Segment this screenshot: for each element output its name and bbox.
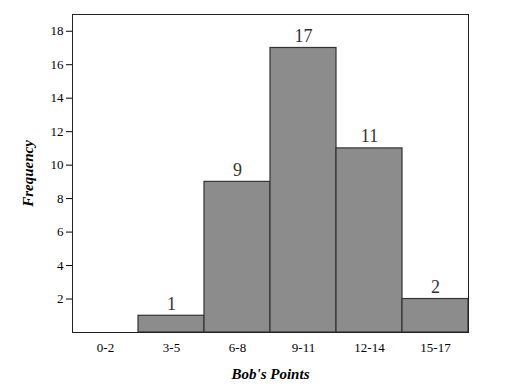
svg-text:2: 2 xyxy=(57,291,64,306)
svg-text:11: 11 xyxy=(361,126,378,146)
svg-text:6-8: 6-8 xyxy=(229,340,246,355)
svg-text:Bob's Points: Bob's Points xyxy=(231,366,310,382)
svg-text:18: 18 xyxy=(51,23,64,38)
svg-text:2: 2 xyxy=(431,277,440,297)
svg-text:0-2: 0-2 xyxy=(97,340,114,355)
svg-text:3-5: 3-5 xyxy=(163,340,180,355)
svg-text:4: 4 xyxy=(57,258,64,273)
svg-text:9-11: 9-11 xyxy=(292,340,315,355)
svg-text:9: 9 xyxy=(233,160,242,180)
svg-text:15-17: 15-17 xyxy=(420,340,451,355)
svg-text:14: 14 xyxy=(51,90,65,105)
svg-text:12: 12 xyxy=(51,124,64,139)
svg-text:Frequency: Frequency xyxy=(20,140,36,208)
svg-text:16: 16 xyxy=(51,57,65,72)
svg-text:10: 10 xyxy=(51,157,64,172)
svg-text:6: 6 xyxy=(57,224,64,239)
svg-text:12-14: 12-14 xyxy=(354,340,385,355)
svg-text:1: 1 xyxy=(167,294,176,314)
svg-text:8: 8 xyxy=(57,191,64,206)
svg-text:17: 17 xyxy=(295,26,313,46)
